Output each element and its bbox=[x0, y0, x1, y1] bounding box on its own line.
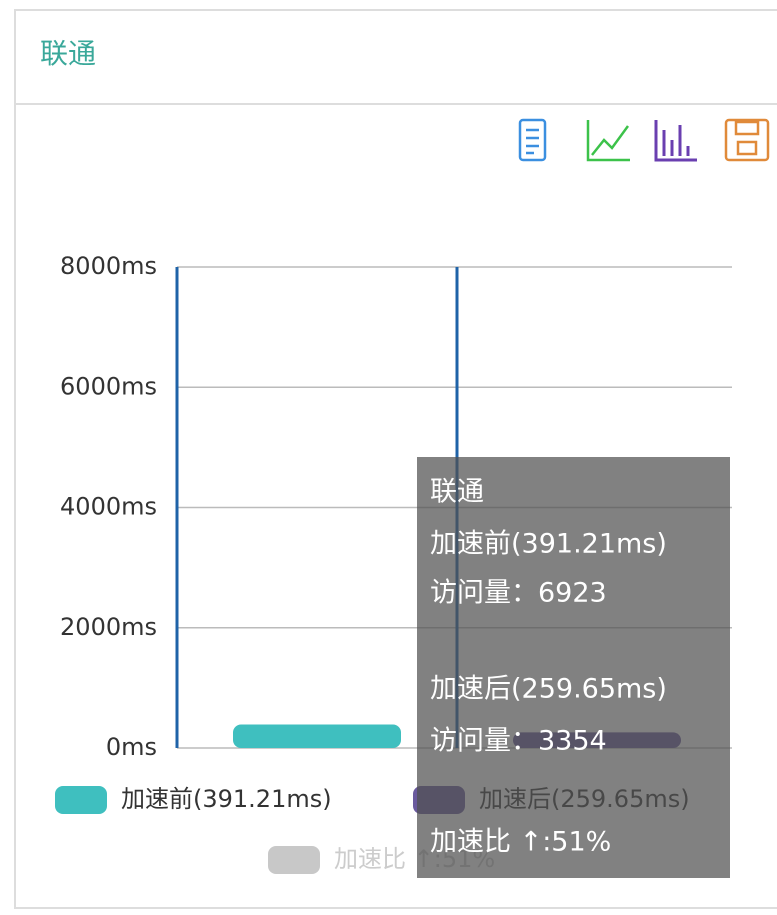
tooltip-line: 联通 bbox=[430, 477, 484, 508]
y-tick-label: 0ms bbox=[106, 733, 157, 761]
line-icon[interactable] bbox=[586, 120, 630, 162]
y-tick-label: 4000ms bbox=[60, 493, 157, 521]
panel-title: 联通 bbox=[40, 37, 96, 70]
tooltip-line: 加速前(391.21ms) bbox=[430, 529, 667, 560]
tooltip-box bbox=[417, 457, 730, 878]
legend-label: 加速前(391.21ms) bbox=[121, 785, 332, 813]
tooltip-line: 访问量：6923 bbox=[430, 578, 607, 609]
bar-icon[interactable] bbox=[654, 120, 697, 162]
tooltip-line: 加速比 ↑:51% bbox=[430, 827, 611, 858]
plot: 0ms 2000ms 4000ms 6000ms 8000ms 加速前(391.21ms)… bbox=[55, 252, 732, 878]
legend-swatch bbox=[55, 786, 107, 814]
tooltip-line: 访问量：3354 bbox=[430, 726, 607, 757]
tooltip-line: 加速后(259.65ms) bbox=[430, 674, 667, 705]
y-tick-label: 6000ms bbox=[60, 372, 157, 400]
y-tick-label: 2000ms bbox=[60, 613, 157, 641]
toolbox[interactable] bbox=[518, 118, 770, 162]
y-tick-label: 8000ms bbox=[60, 252, 157, 280]
save-icon[interactable] bbox=[724, 118, 770, 162]
data-view-icon[interactable] bbox=[518, 118, 547, 162]
bar bbox=[233, 724, 401, 748]
legend-swatch bbox=[268, 846, 320, 874]
